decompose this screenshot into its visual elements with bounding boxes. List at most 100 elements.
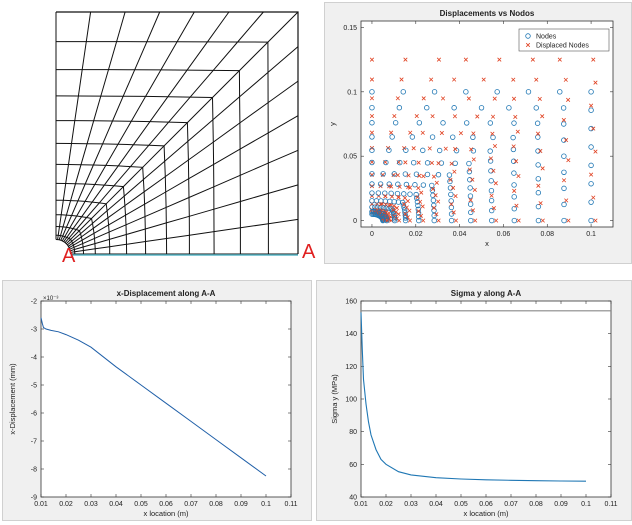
node-marker <box>389 134 395 140</box>
label-a-right: A <box>302 241 316 263</box>
displaced-node-marker <box>407 185 413 190</box>
displaced-node-marker <box>471 131 476 136</box>
displaced-node-marker <box>514 203 519 208</box>
displaced-node-marker <box>589 103 594 108</box>
node-marker <box>401 207 408 213</box>
node-marker <box>403 147 409 153</box>
x-tick-label: 0.11 <box>604 501 617 508</box>
node-marker <box>377 181 384 187</box>
node-marker <box>369 105 375 111</box>
x-tick-label: 0.08 <box>540 231 554 238</box>
mesh-arc-line <box>56 69 241 254</box>
x-tick-label: 0.02 <box>379 501 393 508</box>
mesh-radial-line <box>70 184 299 252</box>
node-marker <box>386 147 392 153</box>
displaced-node-marker <box>389 130 394 135</box>
y-axis-label: x-Displacement (mm) <box>8 363 17 435</box>
legend-nodes-label: Nodes <box>536 34 557 41</box>
node-marker <box>448 217 455 224</box>
mesh-radial-line <box>65 11 299 245</box>
displaced-node-marker <box>389 184 394 189</box>
x-axis-label: x location (m) <box>143 509 189 518</box>
displaced-node-marker <box>471 157 476 162</box>
label-a-left: A <box>62 245 76 267</box>
displaced-node-marker <box>540 114 545 119</box>
x-tick-label: 0.06 <box>479 501 493 508</box>
mesh-arc-line <box>55 163 147 255</box>
node-marker <box>395 181 401 187</box>
displaced-node-marker <box>443 146 448 151</box>
displaced-node-marker <box>421 218 426 223</box>
displaced-node-marker <box>397 184 402 189</box>
sigma-chart: 0.01 0.02 0.03 0.04 0.05 0.06 0.07 0.08 0.09 0.1 0… <box>330 289 618 518</box>
node-marker <box>448 204 455 211</box>
node-marker <box>402 209 408 216</box>
node-marker <box>468 209 474 216</box>
node-marker <box>560 105 567 111</box>
node-marker <box>463 89 469 95</box>
displaced-node-marker <box>566 158 571 163</box>
displaced-node-marker <box>369 113 375 119</box>
scatter-chart: 0 0.02 0.04 0.06 0.08 0.1 0 0.05 0.1 0.15 Displace… <box>328 9 614 248</box>
displaced-node-marker <box>402 195 407 201</box>
displaced-node-marker <box>439 130 444 136</box>
mesh-radial-line <box>58 11 126 240</box>
displaced-node-marker <box>403 211 408 217</box>
x-tick-label: 0.04 <box>429 501 443 508</box>
node-marker <box>557 89 563 95</box>
displaced-node-marker <box>491 168 496 173</box>
displaced-node-marker <box>392 113 397 119</box>
displaced-node-marker <box>516 173 521 179</box>
displaced-node-marker <box>414 114 419 119</box>
displaced-node-marker <box>515 129 520 134</box>
displaced-node-marker <box>481 77 486 82</box>
node-marker <box>470 134 476 140</box>
node-marker <box>416 217 422 224</box>
displaced-node-marker <box>407 218 413 223</box>
node-marker <box>478 105 485 111</box>
displaced-node-marker <box>394 205 399 211</box>
displaced-node-marker <box>530 57 535 62</box>
node-marker <box>369 147 375 153</box>
displaced-node-marker <box>416 209 421 214</box>
node-marker <box>431 212 437 219</box>
mesh-radial-line <box>57 11 92 240</box>
node-marker <box>403 181 410 188</box>
displaced-node-marker <box>593 149 598 154</box>
node-marker <box>561 121 567 127</box>
y-tick-label: -9 <box>31 495 37 502</box>
node-marker <box>511 217 517 224</box>
mesh-arc-line <box>55 95 215 255</box>
node-marker <box>409 134 416 140</box>
displaced-node-marker <box>421 96 426 101</box>
displaced-node-marker <box>429 77 434 82</box>
displaced-node-marker <box>470 208 476 213</box>
x-tick-label: 0.11 <box>284 501 297 508</box>
y-tick-label: 0.15 <box>343 25 357 32</box>
node-marker <box>561 153 567 159</box>
displaced-node-marker <box>470 177 475 182</box>
node-marker <box>369 89 375 95</box>
displaced-node-marker <box>458 131 464 136</box>
displaced-node-marker <box>564 198 569 203</box>
x-tick-label: 0.04 <box>453 231 467 238</box>
displaced-node-marker <box>419 190 424 195</box>
displaced-node-marker <box>389 194 395 199</box>
displaced-node-marker <box>493 181 498 186</box>
displaced-node-marker <box>431 174 437 179</box>
displaced-node-marker <box>490 131 495 136</box>
node-marker <box>561 169 567 175</box>
displaced-node-marker <box>494 218 499 223</box>
x-tick-label: 0.1 <box>261 501 271 508</box>
displaced-node-marker <box>557 57 562 62</box>
node-marker <box>561 201 567 208</box>
displaced-node-marker <box>396 212 401 217</box>
node-marker <box>561 217 567 224</box>
displaced-node-marker <box>511 77 516 82</box>
node-marker <box>448 211 455 217</box>
displaced-node-marker <box>488 156 494 161</box>
displaced-node-marker <box>436 161 441 166</box>
y-tick-label: 0.05 <box>343 154 357 161</box>
displaced-node-marker <box>416 186 421 191</box>
displaced-node-marker <box>593 80 598 85</box>
